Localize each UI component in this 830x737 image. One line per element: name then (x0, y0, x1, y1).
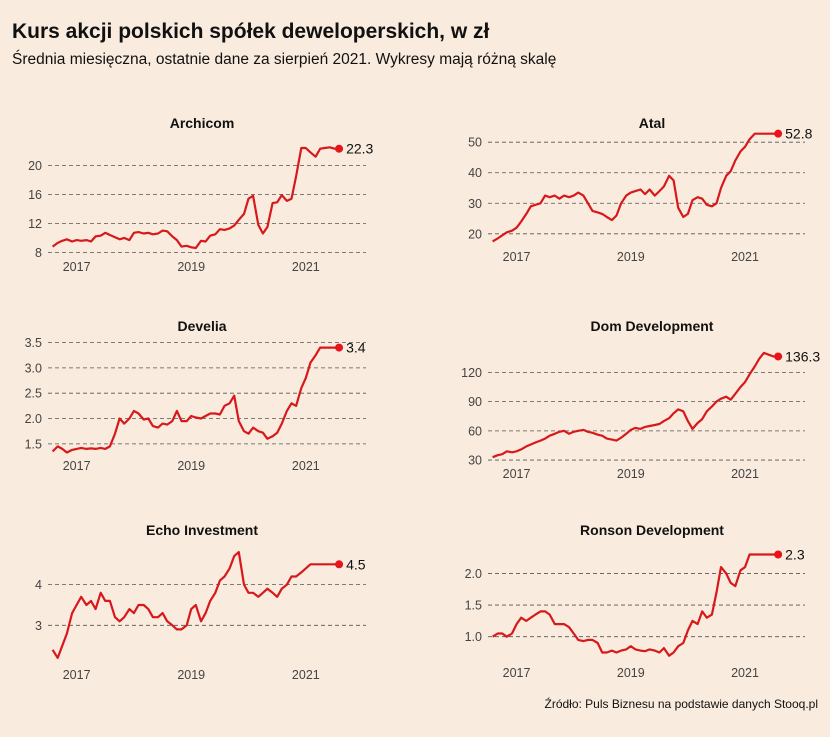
panel-atal: Atal 20 30 40 50 2017 2019 2021 52.8 (468, 115, 813, 264)
x-tick-label: 2017 (63, 668, 91, 682)
end-point (335, 144, 344, 153)
x-tick-label: 2017 (503, 666, 531, 680)
x-tick-label: 2017 (503, 250, 531, 264)
y-tick-label: 2.5 (25, 387, 42, 401)
y-tick-label: 2.0 (465, 567, 482, 581)
x-tick-label: 2017 (63, 459, 91, 473)
y-tick-label: 3.5 (25, 336, 42, 350)
x-tick-label: 2021 (731, 250, 759, 264)
x-tick-label: 2019 (617, 467, 645, 481)
y-tick-label: 120 (461, 366, 482, 380)
end-value-label: 3.4 (346, 340, 366, 356)
y-tick-label: 3 (35, 619, 42, 633)
y-tick-label: 1.5 (465, 599, 482, 613)
y-tick-label: 12 (28, 217, 42, 231)
x-tick-label: 2021 (292, 459, 320, 473)
panel-ronson-development: Ronson Development 1.0 1.5 2.0 2017 2019 2021 2… (465, 522, 805, 680)
y-tick-label: 60 (468, 424, 482, 438)
x-tick-label: 2017 (63, 260, 91, 274)
panel-title: Ronson Development (580, 522, 724, 538)
y-tick-label: 3.0 (25, 361, 42, 375)
y-tick-label: 1.0 (465, 630, 482, 644)
panel-title: Atal (639, 115, 665, 131)
chart-subtitle: Średnia miesięczna, ostatnie dane za sie… (12, 51, 557, 68)
end-point (774, 550, 783, 559)
y-tick-label: 1.5 (25, 437, 42, 451)
x-tick-label: 2021 (292, 260, 320, 274)
x-tick-label: 2021 (731, 666, 759, 680)
series-line (492, 132, 779, 243)
y-tick-label: 30 (468, 197, 482, 211)
y-tick-label: 8 (35, 246, 42, 260)
end-point (335, 560, 344, 569)
y-tick-label: 50 (468, 136, 482, 150)
x-tick-label: 2019 (177, 260, 205, 274)
end-value-label: 52.8 (785, 126, 812, 142)
y-tick-label: 20 (28, 159, 42, 173)
y-tick-label: 2.0 (25, 412, 42, 426)
end-value-label: 136.3 (785, 348, 820, 364)
series-line (492, 351, 779, 459)
y-tick-label: 30 (468, 454, 482, 468)
x-tick-label: 2019 (617, 666, 645, 680)
panel-title: Echo Investment (146, 522, 258, 538)
y-tick-label: 4 (35, 578, 42, 592)
end-value-label: 22.3 (346, 141, 373, 157)
end-point (335, 343, 344, 352)
panel-dom-development: Dom Development 30 60 90 120 2017 2019 2021 136.… (461, 318, 820, 481)
x-tick-label: 2021 (292, 668, 320, 682)
end-point (774, 129, 783, 138)
x-tick-label: 2019 (617, 250, 645, 264)
panel-develia: Develia 1.5 2.0 2.5 3.0 3.5 2017 2019 2021 3.4 (25, 318, 366, 473)
x-tick-label: 2019 (177, 459, 205, 473)
series-line (492, 553, 779, 657)
x-tick-label: 2019 (177, 668, 205, 682)
panel-title: Archicom (170, 115, 235, 131)
panel-archicom: Archicom 8 12 16 20 2017 2019 2021 22.3 (28, 115, 373, 274)
x-tick-label: 2017 (503, 467, 531, 481)
series-line (51, 346, 340, 454)
panel-title: Dom Development (591, 318, 714, 334)
y-tick-label: 40 (468, 166, 482, 180)
y-tick-label: 16 (28, 188, 42, 202)
series-line (51, 146, 340, 250)
chart-title: Kurs akcji polskich spółek deweloperskic… (12, 20, 490, 43)
source-note: Źródło: Puls Biznesu na podstawie danych… (544, 697, 819, 711)
x-tick-label: 2021 (731, 467, 759, 481)
end-value-label: 2.3 (785, 546, 805, 562)
y-tick-label: 90 (468, 395, 482, 409)
end-point (774, 352, 783, 361)
end-value-label: 4.5 (346, 556, 366, 572)
panel-title: Develia (177, 318, 226, 334)
y-tick-label: 20 (468, 227, 482, 241)
panel-echo-investment: Echo Investment 3 4 2017 2019 2021 4.5 (35, 522, 366, 682)
series-line (51, 550, 340, 660)
